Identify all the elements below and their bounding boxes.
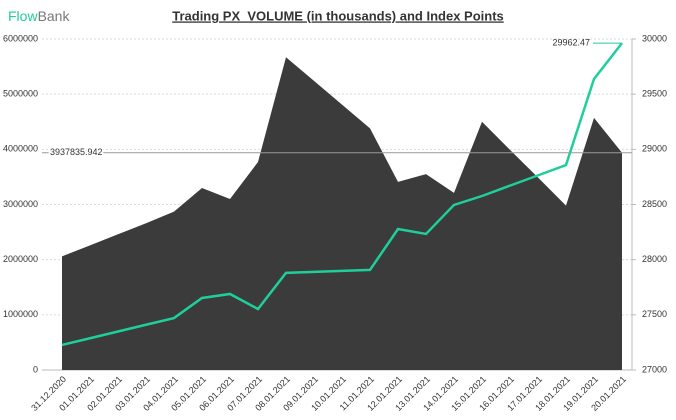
y2-tick-label: 29000 <box>642 144 667 154</box>
logo-bank: Bank <box>38 8 71 24</box>
y2-tick-label: 27500 <box>642 309 667 319</box>
y-tick-label: 2000000 <box>3 254 38 264</box>
last-index-label: 29962.47 <box>552 38 590 48</box>
y-tick-label: 3000000 <box>3 199 38 209</box>
y-tick-label: 1000000 <box>3 309 38 319</box>
y-tick-label: 5000000 <box>3 89 38 99</box>
y2-tick-label: 29500 <box>642 89 667 99</box>
y2-tick-label: 28000 <box>642 254 667 264</box>
y-tick-label: 0 <box>33 364 38 374</box>
y-tick-label: 6000000 <box>3 33 38 43</box>
logo-flow: Flow <box>8 8 38 24</box>
volume-area <box>62 57 622 370</box>
y-tick-label: 4000000 <box>3 144 38 154</box>
last-value-label: 3937835.942 <box>50 147 103 157</box>
index-line <box>61 42 623 347</box>
y2-tick-label: 28500 <box>642 199 667 209</box>
logo: FlowBank <box>8 8 70 24</box>
chart-title: Trading PX_VOLUME (in thousands) and Ind… <box>172 8 504 23</box>
y2-tick-label: 27000 <box>642 364 667 374</box>
y2-tick-label: 30000 <box>642 33 667 43</box>
